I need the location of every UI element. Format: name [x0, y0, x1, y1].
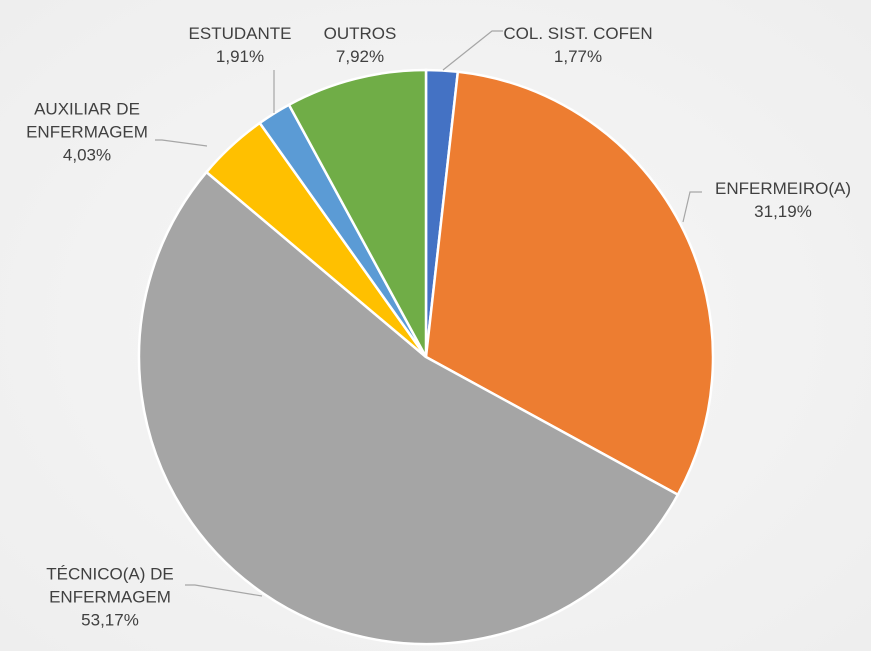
value-label: 53,17% — [81, 610, 139, 630]
pie-slice — [287, 68, 428, 358]
category-label: OUTROS — [323, 24, 397, 43]
value-label: 1,77% — [553, 47, 603, 66]
value-label: 1,91% — [215, 47, 265, 66]
leader-line — [185, 584, 263, 597]
data-label: ESTUDANTE 1,91% — [165, 22, 315, 68]
leader-line — [155, 139, 208, 147]
category-label: AUXILIAR DE ENFERMAGEM — [26, 99, 148, 142]
leader-line — [682, 191, 702, 223]
pie-slice — [137, 170, 680, 646]
leader-line — [442, 30, 503, 71]
value-label: 4,03% — [62, 145, 112, 165]
data-label: AUXILIAR DE ENFERMAGEM 4,03% — [0, 98, 187, 167]
data-label: COL. SIST. COFEN 1,77% — [468, 22, 688, 68]
value-label: 31,19% — [754, 202, 812, 221]
category-label: ESTUDANTE — [188, 24, 292, 43]
pie-slice — [424, 70, 715, 497]
data-label: OUTROS 7,92% — [285, 22, 435, 68]
category-label: ENFERMEIRO(A) — [715, 179, 851, 198]
value-label: 7,92% — [335, 47, 385, 66]
category-label: TÉCNICO(A) DE ENFERMAGEM — [46, 564, 174, 607]
data-label: ENFERMEIRO(A) 31,19% — [683, 177, 871, 223]
category-label: COL. SIST. COFEN — [503, 24, 653, 43]
data-label: TÉCNICO(A) DE ENFERMAGEM 53,17% — [10, 563, 210, 632]
